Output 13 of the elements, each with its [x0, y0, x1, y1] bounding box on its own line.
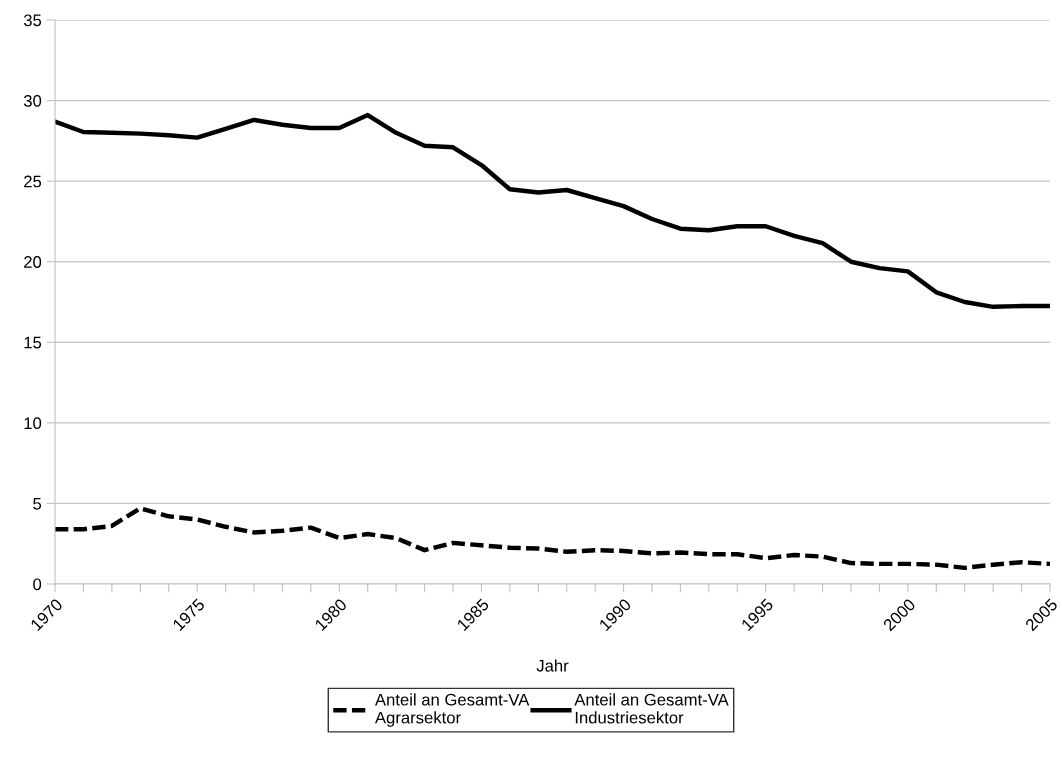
legend-label: Anteil an Gesamt-VA Industriesektor — [574, 693, 729, 724]
y-tick-label: 25 — [24, 175, 42, 188]
y-tick-label: 10 — [24, 417, 42, 430]
y-tick-label: 35 — [23, 14, 42, 27]
y-tick-label: 30 — [23, 94, 42, 107]
line-series — [55, 506, 1050, 571]
legend-label: Anteil an Gesamt-VA Agrarsektor — [374, 693, 530, 727]
y-tick-label: 20 — [24, 256, 42, 268]
y-tick-label: 0 — [33, 578, 42, 591]
y-tick-label: 15 — [24, 336, 42, 349]
y-tick-label: 5 — [33, 498, 42, 510]
x-axis-title: Jahr — [536, 659, 569, 672]
line-series — [55, 112, 1050, 310]
